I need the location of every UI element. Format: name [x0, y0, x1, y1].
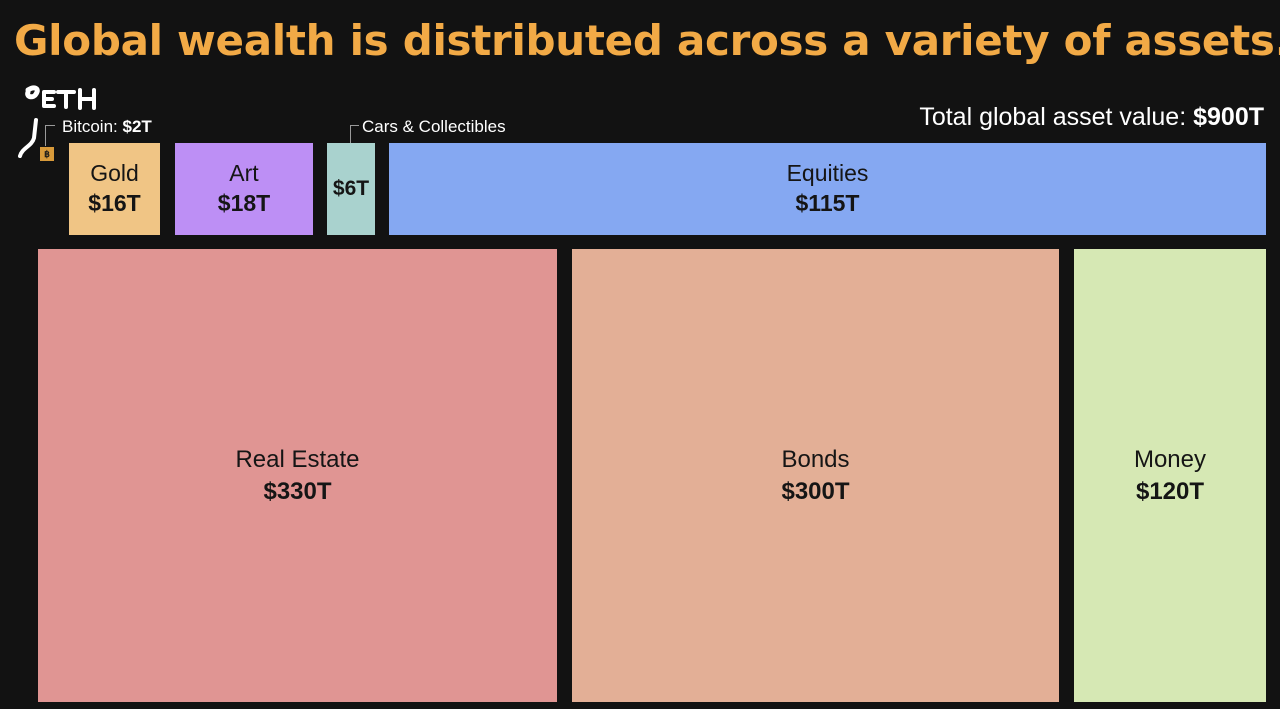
tile-art-name: Art [229, 160, 259, 187]
tile-bonds-value: $300T [781, 477, 850, 505]
cars-callout: Cars & Collectibles [362, 117, 506, 136]
tile-equities-value: $115T [795, 190, 860, 216]
tile-bonds: Bonds $300T [572, 249, 1059, 702]
total-label: Total global asset value: [919, 103, 1187, 131]
tile-real-estate-name: Real Estate [235, 446, 360, 474]
bitcoin-label: Bitcoin: [62, 117, 118, 136]
tile-equities-name: Equities [786, 160, 869, 187]
tile-real-estate-value: $330T [263, 477, 332, 505]
tile-gold: Gold $16T [69, 143, 160, 235]
cars-callout-line [350, 125, 359, 144]
tile-art-value: $18T [217, 190, 271, 216]
tile-gold-name: Gold [90, 160, 139, 187]
bitcoin-callout-line [45, 125, 55, 146]
chart-title: Global wealth is distributed across a va… [14, 16, 1280, 65]
tile-money-value: $120T [1135, 477, 1205, 505]
tile-real-estate: Real Estate $330T [38, 249, 557, 702]
handwritten-eth-annotation [18, 85, 96, 158]
tile-bonds-name: Bonds [781, 446, 850, 474]
tile-equities: Equities $115T [389, 143, 1266, 235]
total-value: $900T [1193, 103, 1264, 131]
tile-art: Art $18T [175, 143, 313, 235]
tile-cars-value: $6T [332, 177, 370, 201]
tile-gold-value: $16T [88, 190, 141, 216]
bitcoin-callout: Bitcoin: $2T [62, 117, 152, 137]
tile-money: Money $120T [1074, 249, 1266, 702]
tile-cars-collectibles: $6T [327, 143, 375, 235]
tile-money-name: Money [1133, 446, 1207, 474]
total-asset-value: Total global asset value: $900T [919, 103, 1264, 132]
bitcoin-value: $2T [122, 117, 152, 136]
bitcoin-icon: ฿ [40, 147, 54, 161]
